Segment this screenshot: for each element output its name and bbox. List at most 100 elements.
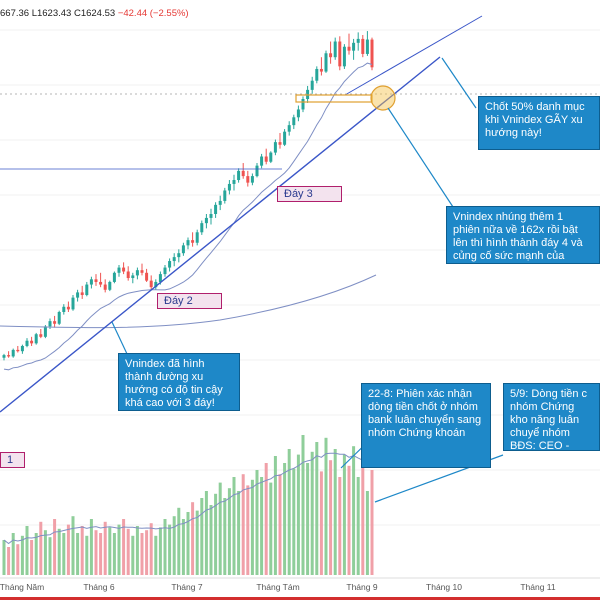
- volume-bar: [30, 540, 34, 575]
- candle: [76, 289, 80, 302]
- volume-bar: [218, 482, 222, 575]
- volume-bar: [356, 477, 360, 575]
- candle: [135, 267, 139, 280]
- callout-pointer: [441, 57, 477, 109]
- candle: [324, 50, 328, 73]
- volume-bar: [347, 465, 351, 575]
- candle: [227, 180, 231, 195]
- volume-bar: [43, 530, 47, 575]
- candle: [16, 345, 20, 353]
- volume-bar: [338, 477, 342, 575]
- volume-bar: [223, 498, 227, 575]
- volume-bar: [324, 437, 328, 575]
- volume-bar: [103, 521, 107, 575]
- candle-body: [145, 272, 149, 281]
- volume-bar: [361, 463, 365, 575]
- candle-body: [191, 240, 195, 243]
- volume-bar: [168, 524, 172, 575]
- volume-bar: [131, 535, 135, 575]
- candle-body: [48, 321, 52, 327]
- candle-body: [287, 125, 291, 132]
- candle: [25, 338, 29, 348]
- candle: [264, 148, 268, 165]
- candle-body: [223, 190, 227, 201]
- candle: [103, 279, 107, 293]
- candle-body: [361, 38, 365, 54]
- candle-body: [108, 281, 112, 290]
- candle: [237, 168, 241, 183]
- x-axis: Tháng Năm Tháng 6 Tháng 7 Tháng Tám Tháng 9 T…: [0, 577, 600, 592]
- candle-body: [30, 340, 34, 344]
- volume-bar: [191, 502, 195, 575]
- x-tick-label: Tháng 7: [171, 582, 202, 592]
- candle: [292, 114, 296, 130]
- candle: [30, 336, 34, 346]
- candle-body: [260, 156, 264, 166]
- volume-bar: [181, 519, 185, 575]
- callout-aug22: 22-8: Phiên xác nhận dòng tiền chốt ở nh…: [361, 383, 491, 468]
- candle: [177, 249, 181, 263]
- candle: [20, 344, 24, 354]
- volume-bar: [122, 519, 126, 575]
- price-readout: 667.36 L1623.43 C1624.53 −42.44 (−2.55%): [0, 8, 189, 19]
- volume-bar: [53, 519, 57, 575]
- volume-bar: [200, 498, 204, 575]
- candle-body: [315, 68, 319, 81]
- volume-bar: [264, 463, 268, 575]
- volume-bar: [163, 519, 167, 575]
- volume-bar: [260, 477, 264, 575]
- volume-bar: [232, 477, 236, 575]
- candle: [333, 37, 337, 60]
- readout-close: C1624.53: [73, 8, 116, 19]
- candle-body: [168, 261, 172, 268]
- candle: [361, 34, 365, 58]
- candle: [131, 272, 135, 284]
- candle: [315, 66, 319, 84]
- candle: [283, 129, 287, 147]
- candle: [195, 229, 199, 246]
- volume-bar: [2, 540, 6, 575]
- volume-bar: [214, 493, 218, 575]
- candle-body: [112, 272, 116, 282]
- candle: [108, 280, 112, 292]
- candle-body: [62, 306, 66, 312]
- volume-bar: [246, 485, 250, 575]
- candle-body: [149, 280, 153, 288]
- candle-body: [319, 68, 323, 72]
- volume-bar: [241, 474, 245, 575]
- candle-body: [264, 156, 268, 162]
- volume-bar: [319, 471, 323, 575]
- candle: [250, 173, 254, 186]
- candle: [168, 258, 172, 272]
- volume-bar: [57, 528, 61, 575]
- volume-bar: [94, 530, 98, 575]
- candle-body: [301, 99, 305, 110]
- volume-bar: [177, 507, 181, 575]
- candle: [140, 263, 144, 276]
- candle-body: [25, 340, 29, 346]
- volume-bar: [71, 516, 75, 575]
- candle-body: [218, 200, 222, 205]
- candle-body: [273, 142, 277, 153]
- candle-body: [338, 41, 342, 67]
- candle-body: [85, 284, 89, 296]
- candle-body: [2, 355, 6, 358]
- candle: [296, 105, 300, 122]
- volume-bar: [39, 521, 43, 575]
- volume-bar: [158, 527, 162, 575]
- x-tick-label: Tháng Năm: [0, 582, 44, 592]
- candle: [2, 353, 6, 361]
- candle: [365, 31, 369, 56]
- candle: [223, 187, 227, 204]
- candle-body: [246, 176, 250, 183]
- candle-body: [20, 345, 24, 352]
- long-moving-average-line: [0, 274, 377, 329]
- volume-bar: [227, 488, 231, 575]
- candle: [269, 151, 273, 164]
- volume-bar: [34, 533, 38, 575]
- candle: [319, 57, 323, 76]
- volume-bar: [25, 526, 29, 575]
- candle: [186, 237, 190, 250]
- candle-body: [80, 292, 84, 296]
